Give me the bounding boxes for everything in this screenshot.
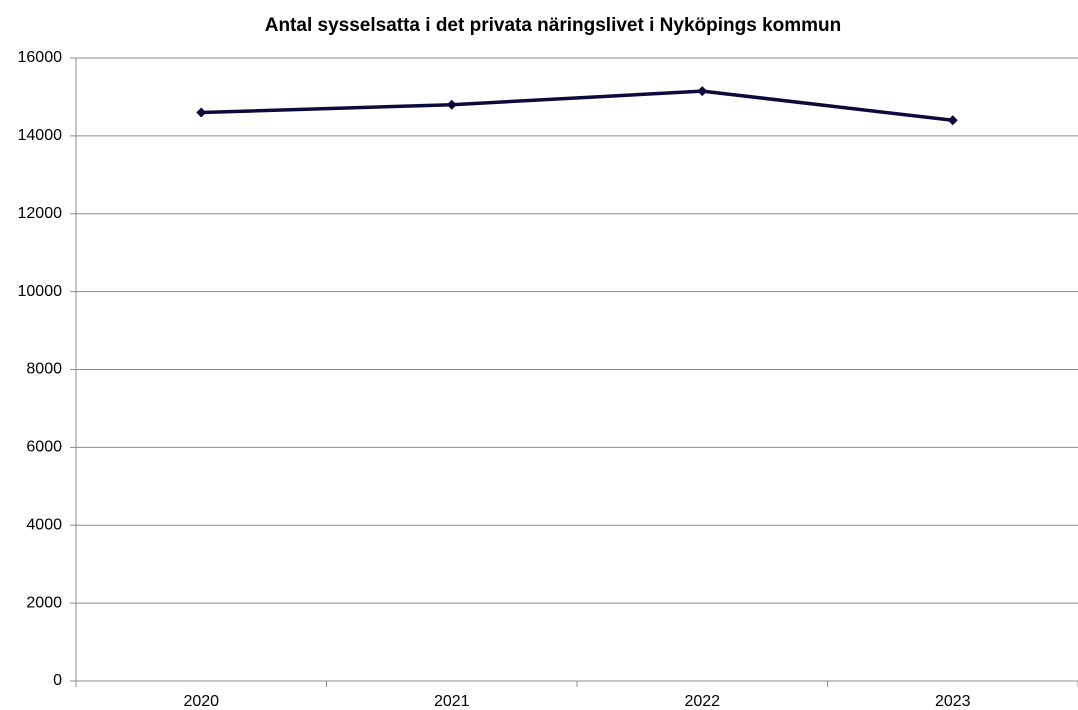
chart-title: Antal sysselsatta i det privata näringsl… bbox=[265, 15, 842, 36]
x-tick-label: 2022 bbox=[684, 693, 720, 710]
data-point bbox=[446, 99, 457, 110]
data-point bbox=[697, 86, 708, 97]
data-point bbox=[196, 107, 207, 118]
y-tick-label: 2000 bbox=[26, 594, 62, 611]
y-tick-label: 6000 bbox=[26, 439, 62, 456]
y-tick-label: 4000 bbox=[26, 516, 62, 533]
y-tick-label: 14000 bbox=[18, 127, 63, 144]
y-tick-label: 10000 bbox=[18, 283, 63, 300]
y-tick-label: 12000 bbox=[18, 205, 63, 222]
data-point bbox=[947, 115, 958, 126]
y-tick-label: 0 bbox=[53, 672, 62, 689]
series-line bbox=[201, 89, 953, 123]
y-tick-label: 8000 bbox=[26, 361, 62, 378]
x-tick-label: 2023 bbox=[935, 693, 971, 710]
x-tick-label: 2021 bbox=[434, 693, 470, 710]
y-tick-label: 16000 bbox=[18, 49, 63, 66]
x-tick-label: 2020 bbox=[183, 693, 219, 710]
